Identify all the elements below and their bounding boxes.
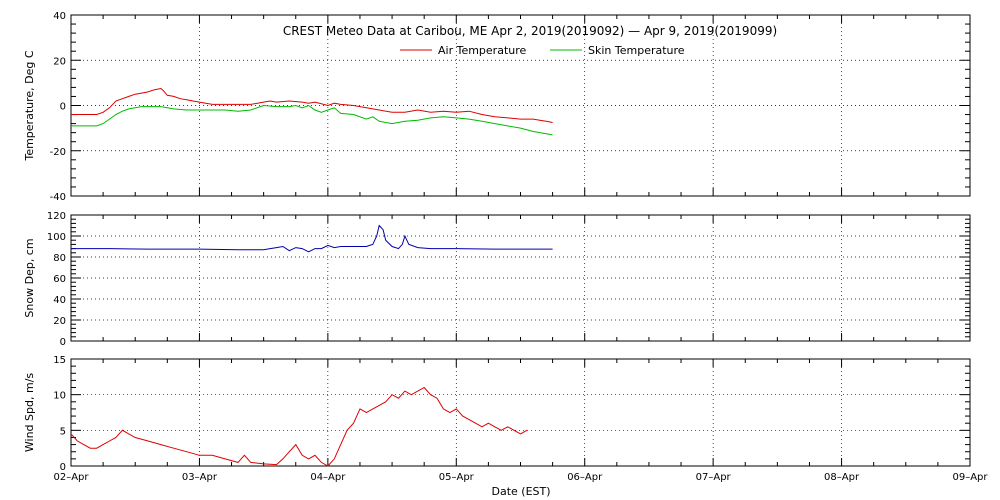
y-tick-label: 15 [53,355,66,366]
y-tick-label: 40 [53,295,66,306]
legend-label-air-temperature: Air Temperature [438,44,527,57]
x-tick-label: 04–Apr [310,472,346,483]
y-tick-label: 0 [60,102,66,113]
x-tick-label: 08–Apr [824,472,860,483]
series-line-wind_speed-0 [70,386,528,467]
y-tick-label: -20 [50,147,66,158]
x-tick-label: 09–Apr [952,472,988,483]
y-axis-title-temperature: Temperature, Deg C [23,50,36,161]
legend-label-skin-temperature: Skin Temperature [588,44,685,57]
y-tick-label: 10 [53,391,66,402]
x-tick-label: 03–Apr [182,472,218,483]
series-line-temperature-1 [71,104,553,136]
x-tick-label: 06–Apr [567,472,603,483]
y-tick-label: 60 [53,274,66,285]
y-tick-label: -40 [50,192,66,203]
y-axis-title-snow_depth: Snow Dep, cm [23,238,36,317]
y-axis-title-wind_speed: Wind Spd, m/s [23,373,36,453]
x-tick-label: 02–Apr [53,472,89,483]
y-tick-label: 0 [60,337,66,348]
series-line-temperature-0 [71,87,553,123]
x-tick-label: 07–Apr [696,472,732,483]
y-tick-label: 40 [53,11,66,22]
x-axis-title: Date (EST) [491,485,550,498]
panel-frame-wind_speed [70,358,971,467]
y-tick-label: 80 [53,253,66,264]
y-tick-label: 100 [47,232,66,243]
y-tick-label: 20 [53,316,66,327]
series-line-snow_depth-0 [71,224,553,253]
y-tick-label: 0 [60,462,66,473]
x-tick-label: 05–Apr [439,472,475,483]
y-tick-label: 120 [47,211,66,222]
y-tick-label: 5 [60,426,66,437]
y-tick-label: 20 [53,56,66,67]
legend: Air Temperature Skin Temperature [400,44,685,57]
chart-title: CREST Meteo Data at Caribou, ME Apr 2, 2… [283,24,777,38]
